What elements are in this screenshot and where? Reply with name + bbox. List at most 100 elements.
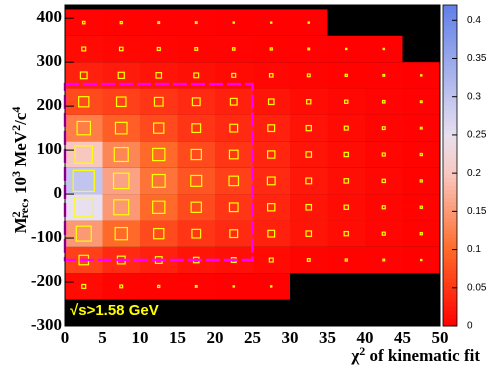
colorbar-segment — [443, 89, 457, 94]
box — [343, 151, 349, 158]
heat-cell — [140, 273, 178, 300]
box — [190, 174, 203, 187]
colorbar-segment — [443, 5, 457, 10]
label-part: 2 — [9, 125, 23, 131]
heat-cell — [327, 62, 365, 89]
box — [344, 73, 348, 78]
heat-cell — [252, 88, 290, 115]
heat-cell — [65, 9, 103, 36]
box — [114, 226, 128, 241]
heat-cell — [252, 62, 290, 89]
colorbar-segment — [443, 265, 457, 271]
box — [381, 126, 386, 131]
colorbar-segment — [443, 281, 457, 287]
heat-cell — [140, 114, 178, 142]
colorbar-segment — [443, 237, 457, 243]
box — [419, 205, 423, 209]
x-tick-label: 20 — [207, 328, 224, 347]
box — [344, 258, 348, 262]
box — [231, 47, 236, 51]
box — [190, 148, 202, 161]
colorbar-tick-label: 0.3 — [467, 91, 481, 102]
label-part: 2 — [359, 344, 365, 358]
label-part: χ — [350, 346, 359, 365]
y-tick-label: 100 — [37, 139, 63, 158]
box — [155, 72, 163, 79]
colorbar-segment — [443, 129, 457, 134]
box — [73, 197, 94, 218]
y-tick-label: -100 — [31, 227, 62, 246]
colorbar-segment — [443, 285, 457, 291]
colorbar-segment — [443, 193, 457, 199]
heat-cell — [365, 62, 403, 89]
heat-cell — [365, 220, 403, 247]
box — [112, 172, 130, 190]
x-tick-label: 50 — [432, 328, 449, 347]
colorbar-frame — [442, 4, 458, 327]
heat-cell — [402, 141, 440, 168]
colorbar-segment — [443, 317, 457, 323]
box — [231, 72, 237, 78]
x-tick-label: 5 — [98, 328, 107, 347]
heat-cell — [290, 167, 328, 195]
box — [267, 98, 275, 106]
y-tick-label: 0 — [54, 183, 63, 202]
box — [157, 284, 161, 289]
box — [307, 47, 311, 51]
box — [229, 97, 238, 106]
heat-cell — [365, 167, 403, 195]
box — [152, 147, 166, 162]
heat-cell — [102, 88, 140, 115]
colorbar-segment — [443, 113, 457, 118]
box — [420, 74, 423, 77]
colorbar-segment — [443, 61, 457, 66]
heat-cell — [65, 35, 103, 63]
heat-cell — [402, 114, 440, 142]
heat-cell — [140, 35, 178, 63]
box — [156, 46, 161, 52]
heat-cell — [365, 114, 403, 142]
colorbar-segment — [443, 181, 457, 187]
colorbar-segment — [443, 13, 457, 18]
box — [269, 47, 273, 51]
colorbar-segment — [443, 53, 457, 58]
box — [81, 20, 86, 25]
colorbar-segment — [443, 117, 457, 122]
box — [228, 202, 239, 213]
colorbar-segment — [443, 161, 457, 166]
box — [381, 205, 386, 210]
colorbar-segment — [443, 145, 457, 150]
heat-cell — [177, 35, 215, 63]
box — [381, 231, 386, 236]
box — [419, 179, 423, 183]
x-tick-label: 45 — [394, 328, 411, 347]
heat-cell — [290, 141, 328, 168]
box — [232, 21, 235, 24]
colorbar-tick-label: 0.15 — [467, 206, 487, 217]
heat-cell — [290, 9, 328, 36]
colorbar-segment — [443, 213, 457, 219]
colorbar-tick-label: 0.25 — [467, 130, 487, 141]
colorbar-segment — [443, 177, 457, 183]
y-tick-label: -300 — [31, 315, 62, 334]
heat-cell — [177, 273, 215, 300]
heat-cell — [102, 167, 140, 195]
box — [344, 99, 349, 104]
heat-cell — [215, 273, 253, 300]
heat-cell — [65, 220, 103, 247]
label-part: of kinematic fit — [365, 346, 480, 365]
colorbar-segment — [443, 45, 457, 50]
heat-cell — [215, 88, 253, 115]
heat-cell — [365, 88, 403, 115]
colorbar-segment — [443, 289, 457, 295]
colorbar-tick-label: 0.1 — [467, 244, 481, 255]
heat-cell — [177, 141, 215, 168]
heat-cell — [140, 167, 178, 195]
box — [194, 47, 199, 51]
box — [267, 124, 276, 133]
heat-cell — [215, 35, 253, 63]
heat-cell — [177, 114, 215, 142]
box — [191, 97, 201, 107]
x-tick-label: 40 — [357, 328, 374, 347]
box — [78, 96, 90, 108]
